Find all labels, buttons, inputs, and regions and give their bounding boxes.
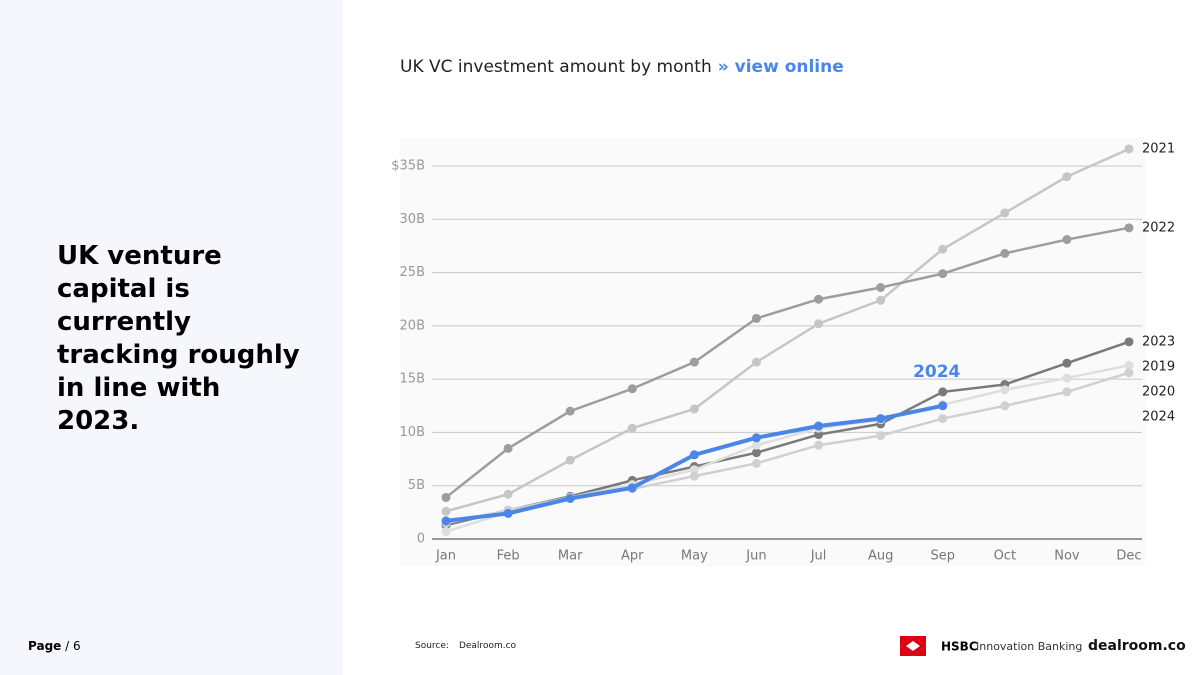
page-count: / 6 — [65, 639, 81, 653]
data-point — [441, 516, 451, 526]
data-point — [1124, 337, 1134, 347]
data-point — [627, 423, 637, 433]
data-point — [689, 465, 699, 475]
data-point — [1124, 223, 1134, 233]
data-point — [441, 527, 451, 537]
data-point — [1062, 387, 1072, 397]
series-line — [445, 226, 1130, 499]
series-label: 2022 — [1142, 220, 1175, 235]
data-point — [751, 440, 761, 450]
y-tick-label: $35B — [391, 159, 425, 174]
x-tick-label: Jun — [745, 549, 766, 564]
headline: UK venture capital is currently tracking… — [57, 241, 300, 436]
data-point — [938, 269, 948, 279]
data-point — [627, 384, 637, 394]
source: Source: Dealroom.co — [415, 641, 516, 651]
series-label: 2020 — [1142, 384, 1175, 399]
data-point — [876, 431, 886, 441]
hsbc-sub: Innovation Banking — [976, 640, 1082, 653]
data-point — [689, 450, 699, 460]
data-point — [627, 483, 637, 493]
x-tick-label: Feb — [497, 549, 520, 564]
hsbc-logo — [900, 636, 926, 656]
y-tick-label: 20B — [400, 318, 425, 333]
data-point — [1062, 172, 1072, 182]
series-label: 2024 — [1142, 409, 1175, 424]
x-tick-label: Aug — [868, 549, 893, 564]
data-point — [876, 295, 886, 305]
series-label: 2021 — [1142, 141, 1175, 156]
data-point — [938, 244, 948, 254]
data-point — [814, 294, 824, 304]
data-point — [1000, 248, 1010, 258]
view-online-link[interactable]: » view online — [717, 57, 844, 77]
data-point — [876, 283, 886, 293]
y-tick-label: 5B — [408, 478, 425, 493]
series-label: 2019 — [1142, 359, 1175, 374]
data-point — [689, 357, 699, 367]
x-tick-label: Oct — [994, 549, 1016, 564]
data-point — [1062, 358, 1072, 368]
data-point — [751, 458, 761, 468]
left-panel — [0, 0, 343, 675]
source-label: Source: — [415, 641, 449, 651]
y-tick-label: 25B — [400, 265, 425, 280]
page-label: Page — [28, 639, 62, 653]
x-tick-label: May — [681, 549, 708, 564]
y-tick-label: 0 — [417, 532, 425, 547]
data-point — [441, 492, 451, 502]
data-point — [565, 455, 575, 465]
y-tick-label: 10B — [400, 425, 425, 440]
data-point — [814, 440, 824, 450]
data-point — [1124, 360, 1134, 370]
page-number: Page / 6 — [28, 639, 81, 653]
x-tick-label: Apr — [621, 549, 644, 564]
chart-title: UK VC investment amount by month — [400, 57, 712, 77]
data-point — [751, 357, 761, 367]
data-point — [1000, 208, 1010, 218]
hsbc-name: HSBC — [941, 640, 978, 654]
data-point — [689, 471, 699, 481]
data-point — [1124, 368, 1134, 378]
y-tick-label: 15B — [400, 372, 425, 387]
data-point — [689, 404, 699, 414]
data-point — [1124, 144, 1134, 154]
data-point — [814, 430, 824, 440]
data-point — [1062, 373, 1072, 383]
data-point — [503, 489, 513, 499]
data-point — [876, 414, 886, 424]
data-point — [1000, 401, 1010, 411]
x-tick-label: Sep — [930, 549, 955, 564]
data-point — [503, 443, 513, 453]
data-point — [938, 401, 948, 411]
chart-title-row: UK VC investment amount by month» view o… — [400, 57, 844, 77]
series-line — [445, 147, 1130, 513]
x-tick-label: Dec — [1116, 549, 1141, 564]
data-point — [751, 313, 761, 323]
data-point — [441, 506, 451, 516]
data-point — [814, 421, 824, 431]
source-name: Dealroom.co — [458, 641, 517, 651]
dealroom-logo: dealroom.co — [1088, 638, 1186, 654]
data-point — [751, 448, 761, 458]
x-tick-label: Nov — [1054, 549, 1080, 564]
series-annotation: 2024 — [913, 362, 960, 382]
data-point — [751, 433, 761, 443]
series-label: 2023 — [1142, 334, 1175, 349]
data-point — [503, 508, 513, 518]
data-point — [938, 414, 948, 424]
y-tick-label: 30B — [400, 212, 425, 227]
data-point — [565, 494, 575, 504]
x-tick-label: Jan — [435, 549, 456, 564]
data-point — [938, 387, 948, 397]
x-tick-label: Jul — [810, 549, 827, 564]
x-tick-label: Mar — [558, 549, 583, 564]
data-point — [1062, 235, 1072, 245]
data-point — [814, 319, 824, 329]
data-point — [565, 406, 575, 416]
data-point — [1000, 385, 1010, 395]
